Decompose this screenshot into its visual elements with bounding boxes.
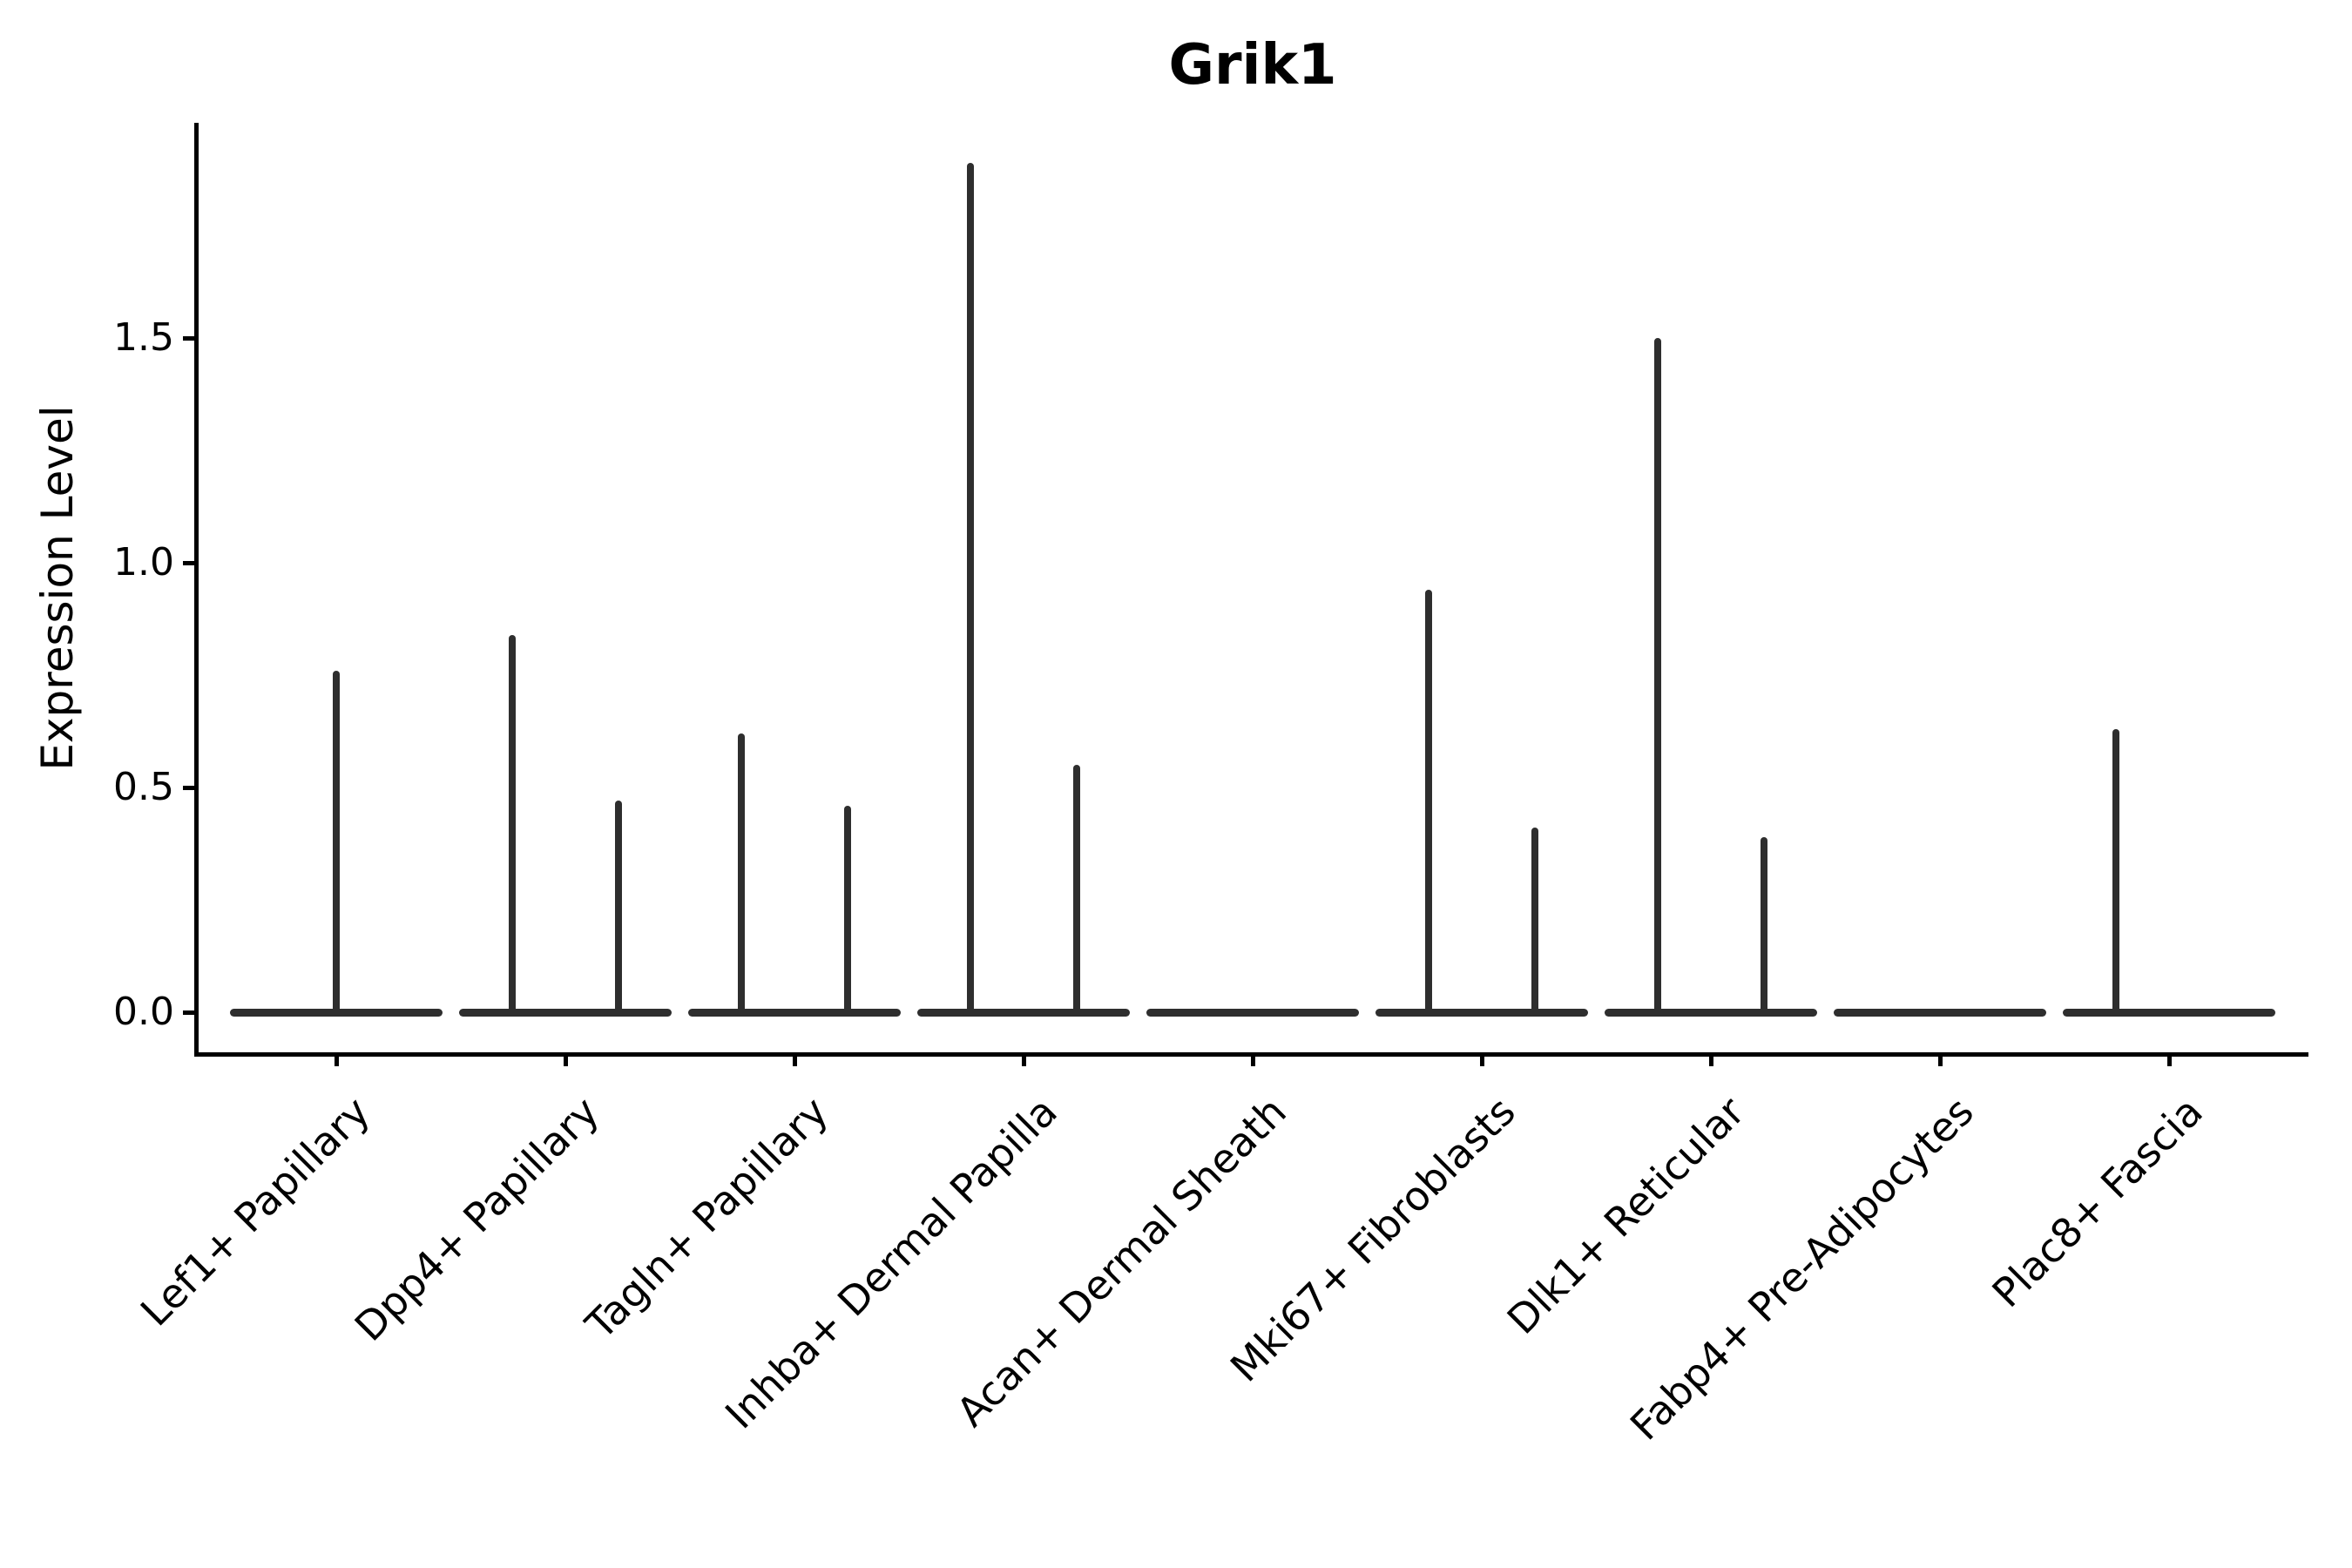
violin-base xyxy=(230,1009,443,1017)
violin-base xyxy=(1146,1009,1359,1017)
x-category-label: Mki67+ Fibroblasts xyxy=(1220,1087,1524,1391)
violin-base xyxy=(1375,1009,1588,1017)
violin-max-spike xyxy=(333,670,340,1016)
x-category-label: Inhba+ Dermal Papilla xyxy=(716,1087,1066,1438)
y-tick-mark xyxy=(183,561,195,565)
violin-max-spike xyxy=(1425,589,1432,1016)
x-category-label: Dpp4+ Papillary xyxy=(345,1087,608,1350)
y-tick-label: 0.5 xyxy=(113,765,174,809)
x-tick-mark xyxy=(2167,1054,2172,1066)
violin-max-spike xyxy=(738,733,745,1016)
x-tick-mark xyxy=(1022,1054,1026,1066)
violin-max-spike xyxy=(844,805,851,1016)
x-tick-mark xyxy=(1938,1054,1943,1066)
x-category-label: Plac8+ Fascia xyxy=(1983,1087,2212,1317)
y-tick-label: 1.0 xyxy=(113,540,174,585)
x-tick-mark xyxy=(564,1054,568,1066)
x-tick-mark xyxy=(1709,1054,1713,1066)
x-category-label: Acan+ Dermal Sheath xyxy=(947,1087,1295,1436)
chart-title: Grik1 xyxy=(1168,33,1337,98)
y-tick-label: 1.5 xyxy=(113,315,174,360)
y-tick-mark xyxy=(183,1010,195,1015)
violin-max-spike xyxy=(615,801,622,1016)
x-category-label: Dlk1+ Reticular xyxy=(1497,1087,1754,1343)
violin-max-spike xyxy=(967,162,974,1016)
violin-base xyxy=(688,1009,901,1017)
y-tick-mark xyxy=(183,336,195,341)
y-tick-label: 0.0 xyxy=(113,990,174,1034)
x-tick-mark xyxy=(793,1054,797,1066)
y-axis-spine xyxy=(194,123,199,1054)
x-category-label: Fabp4+ Pre-Adipocytes xyxy=(1620,1087,1983,1450)
violin-base xyxy=(1834,1009,2046,1017)
violin-max-spike xyxy=(1761,836,1767,1016)
violin-base xyxy=(459,1009,672,1017)
violin-max-spike xyxy=(1654,338,1661,1016)
violin-base xyxy=(917,1009,1130,1017)
x-tick-mark xyxy=(1480,1054,1484,1066)
violin-max-spike xyxy=(1073,765,1080,1016)
x-tick-mark xyxy=(335,1054,339,1066)
x-tick-mark xyxy=(1251,1054,1255,1066)
violin-max-spike xyxy=(1531,828,1538,1016)
violin-max-spike xyxy=(509,634,516,1016)
violin-base xyxy=(2063,1009,2275,1017)
violin-max-spike xyxy=(2112,728,2119,1016)
y-tick-mark xyxy=(183,786,195,790)
violin-base xyxy=(1605,1009,1817,1017)
x-category-label: Tagln+ Papillary xyxy=(576,1087,837,1348)
